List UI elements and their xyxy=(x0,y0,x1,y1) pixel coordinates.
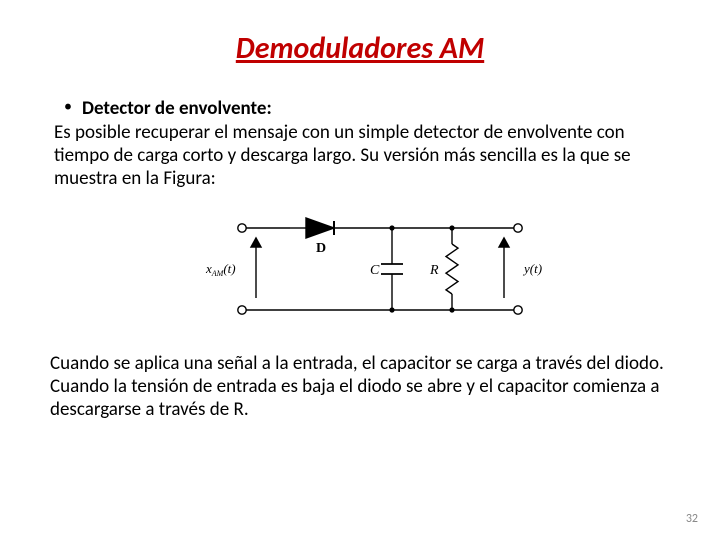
svg-text:C: C xyxy=(370,263,380,278)
paragraph-2: Cuando se aplica una señal a la entrada,… xyxy=(50,353,670,421)
page-number: 32 xyxy=(686,512,698,526)
svg-text:xAM(t): xAM(t) xyxy=(205,261,236,278)
envelope-detector-circuit: xAM(t) D C Ry(t) xyxy=(200,200,560,330)
bullet-item: • Detector de envolvente: xyxy=(50,97,670,120)
paragraph-1: Es posible recuperar el mensaje con un s… xyxy=(54,122,670,190)
svg-text:R: R xyxy=(429,263,439,278)
bullet-dot: • xyxy=(64,97,72,116)
page-title: Demoduladores AM xyxy=(50,30,670,67)
bullet-label: Detector de envolvente: xyxy=(82,97,272,120)
svg-text:D: D xyxy=(316,241,326,256)
svg-text:y(t): y(t) xyxy=(522,261,542,276)
circuit-diagram: xAM(t) D C Ry(t) xyxy=(90,200,670,335)
